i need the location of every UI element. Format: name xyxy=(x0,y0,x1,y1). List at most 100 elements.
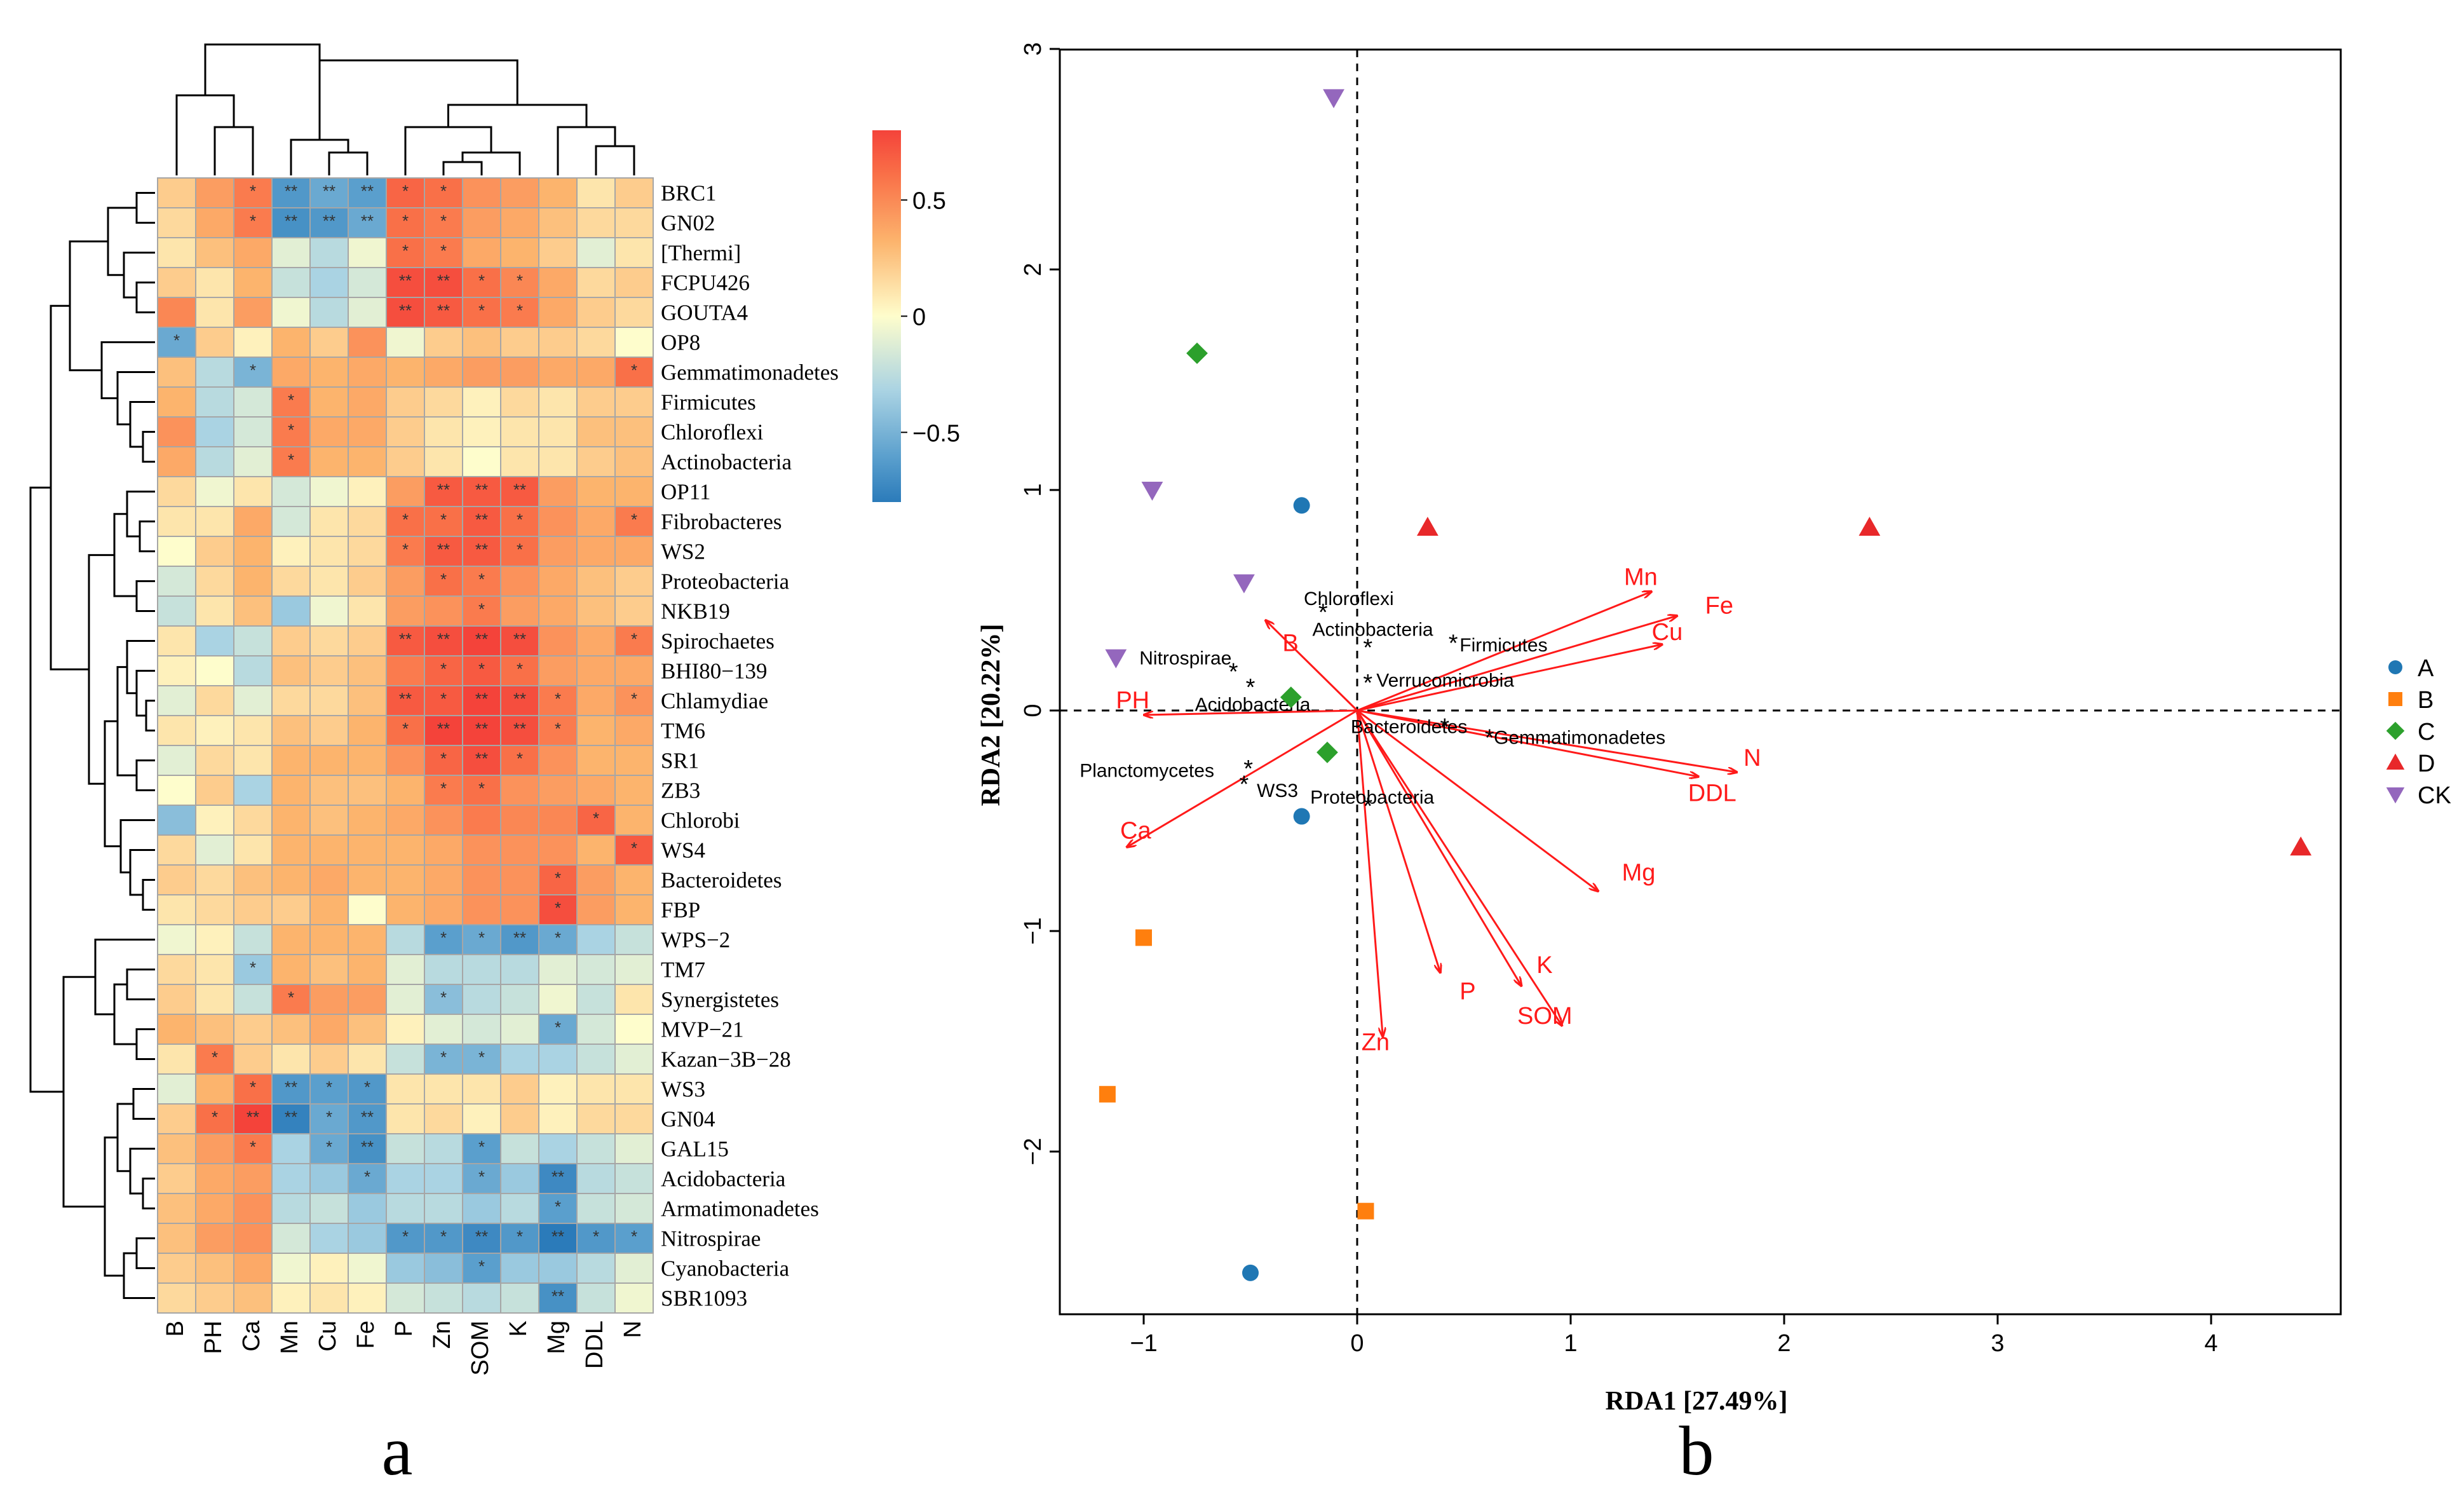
significance-mark: ** xyxy=(513,690,526,709)
heatmap-cell xyxy=(386,446,425,477)
heatmap-cell xyxy=(424,924,463,955)
heatmap-cell xyxy=(614,566,654,597)
dendrogram-branch xyxy=(442,161,483,175)
heatmap-cell xyxy=(424,1073,463,1105)
heatmap-cell xyxy=(157,1193,196,1224)
heatmap-cell xyxy=(424,1253,463,1284)
heatmap-cell xyxy=(500,446,539,477)
heatmap-cell xyxy=(576,1133,616,1164)
heatmap-cell xyxy=(195,506,234,537)
sample-point xyxy=(1357,1202,1374,1220)
significance-mark: ** xyxy=(361,1138,374,1157)
row-label: Synergistetes xyxy=(661,988,779,1012)
heatmap-cell xyxy=(386,1073,425,1105)
heatmap-cell xyxy=(271,1282,311,1314)
heatmap-cell xyxy=(576,715,616,746)
heatmap-cell xyxy=(348,595,387,627)
column-label: Fe xyxy=(353,1321,379,1349)
heatmap-cell xyxy=(195,357,234,388)
heatmap-cell xyxy=(195,297,234,328)
dendrogram-branch xyxy=(62,976,105,1208)
vector-label: Mg xyxy=(1622,859,1656,886)
heatmap-cell xyxy=(309,357,349,388)
row-label: SR1 xyxy=(661,749,699,773)
dendrogram-branch xyxy=(113,983,137,1045)
heatmap-cell xyxy=(576,655,616,686)
heatmap-cell xyxy=(538,834,578,866)
sample-point xyxy=(1233,574,1255,594)
heatmap-cell xyxy=(309,506,349,537)
heatmap-cell xyxy=(500,1163,539,1194)
heatmap-cell xyxy=(614,1282,654,1314)
heatmap-cell xyxy=(500,864,539,895)
heatmap-cell xyxy=(309,595,349,627)
heatmap-cell xyxy=(500,207,539,238)
heatmap-cell xyxy=(424,1133,463,1164)
heatmap-cell xyxy=(538,984,578,1015)
column-label: B xyxy=(162,1321,189,1336)
column-label: PH xyxy=(200,1321,227,1354)
heatmap-cell xyxy=(386,834,425,866)
heatmap-cell xyxy=(157,1103,196,1134)
heatmap-cell xyxy=(538,1253,578,1284)
dendrogram-branch xyxy=(123,1252,155,1299)
heatmap-cell xyxy=(424,1282,463,1314)
heatmap-cell xyxy=(462,1014,501,1045)
significance-marks: * ** ** ** * ** ** ** ** * ** *** ** * *** ** * *** ******… xyxy=(173,182,637,1306)
row-label: Chlorobi xyxy=(661,808,740,833)
heatmap-cell xyxy=(195,984,234,1015)
heatmap-cell xyxy=(538,177,578,208)
row-label: TM6 xyxy=(661,719,705,744)
heatmap-cell xyxy=(576,894,616,925)
heatmap-cell xyxy=(462,864,501,895)
heatmap-cell xyxy=(614,924,654,955)
heatmap-cell xyxy=(462,357,501,388)
heatmap-cell xyxy=(233,237,273,268)
dendrogram-branch xyxy=(145,700,155,731)
heatmap-cell xyxy=(157,506,196,537)
heatmap-cell xyxy=(233,207,273,238)
heatmap-cell xyxy=(157,297,196,328)
heatmap-cell xyxy=(576,984,616,1015)
y-tick-label: 3 xyxy=(1020,42,1046,55)
heatmap-cell xyxy=(271,1163,311,1194)
heatmap-cell xyxy=(195,207,234,238)
significance-mark: ** xyxy=(285,1108,297,1127)
legend-label: A xyxy=(2418,655,2434,682)
heatmap-cell xyxy=(157,625,196,656)
heatmap-cell xyxy=(157,1133,196,1164)
heatmap-cell xyxy=(195,834,234,866)
significance-mark: ** xyxy=(361,212,374,231)
heatmap-cell xyxy=(614,1253,654,1284)
dendrogram-branch xyxy=(135,759,155,791)
significance-mark: ** xyxy=(437,480,450,500)
heatmap-cell xyxy=(157,416,196,447)
dendrogram-branch xyxy=(104,1136,124,1277)
sample-point xyxy=(2386,753,2405,770)
heatmap-cell xyxy=(576,177,616,208)
heatmap-cell xyxy=(614,954,654,985)
sample-point xyxy=(1186,342,1208,364)
dendrogram-branch xyxy=(328,151,369,175)
heatmap-cell xyxy=(309,715,349,746)
heatmap-cell xyxy=(309,924,349,955)
species-label: Planctomycetes xyxy=(1080,761,1214,782)
heatmap-cell xyxy=(233,327,273,358)
heatmap-cell xyxy=(348,1253,387,1284)
dendrogram-branch xyxy=(175,94,235,175)
heatmap-cell xyxy=(500,1103,539,1134)
significance-mark: * xyxy=(631,510,637,529)
species-label: Verrucomicrobia xyxy=(1376,670,1514,691)
heatmap-cell xyxy=(500,327,539,358)
heatmap-cell xyxy=(271,954,311,985)
heatmap-cell xyxy=(233,685,273,716)
sample-point xyxy=(2388,692,2402,706)
legend-label: C xyxy=(2418,719,2435,745)
significance-mark: * xyxy=(288,421,294,440)
vector-arrow xyxy=(1357,592,1652,712)
heatmap-cell xyxy=(195,1073,234,1105)
heatmap-cell xyxy=(576,1044,616,1075)
legend-label: B xyxy=(2418,687,2434,714)
heatmap-cell xyxy=(271,745,311,776)
heatmap-cell xyxy=(348,894,387,925)
